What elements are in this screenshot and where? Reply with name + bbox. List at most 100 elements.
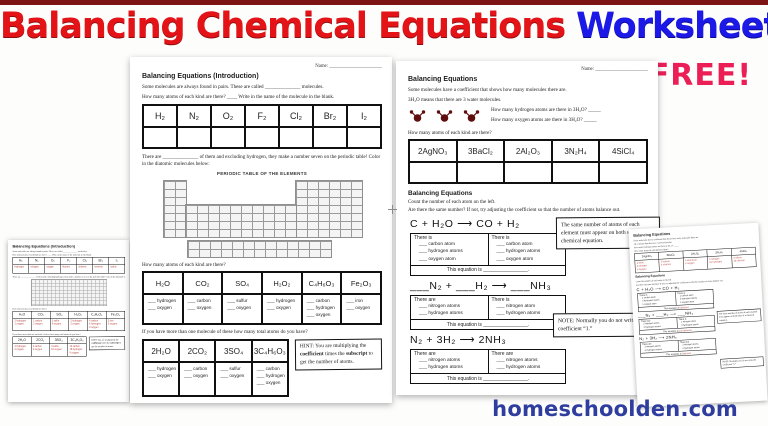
water-molecule-icon — [463, 110, 480, 122]
equation-1: C + H₂O ⟶ CO + H₂ — [410, 218, 520, 231]
atom-count-box-2: There are ___ nitrogen atoms ___ hydrogen… — [410, 294, 566, 331]
formula-cell: 2CO₂ — [187, 346, 208, 356]
mini-text-line: If you have more than one molecule of th… — [12, 333, 81, 336]
mini-formula: Fe₂O₃ — [110, 313, 120, 317]
periodic-table-left-block — [163, 179, 187, 238]
answer-cell-empty — [178, 125, 210, 147]
coefficient-question: If you have more than one molecule of th… — [142, 329, 308, 336]
mini-answer: 2 iron 3 oxygen — [106, 318, 125, 331]
answer-cell-empty — [348, 125, 380, 147]
mini-text-line: Some molecules are always found in pairs… — [12, 250, 88, 253]
count-lines: ___ nitrogen atoms ___ hydrogen atoms — [496, 358, 541, 371]
count-head: There are — [414, 296, 436, 303]
main-title: Balancing Chemical Equations Worksheets — [0, 6, 768, 46]
answer-cell-empty — [410, 161, 456, 182]
blanks-cell: ___ hydrogen ___ oxygen — [144, 361, 179, 395]
crosshair-cursor-icon — [388, 205, 397, 214]
blanks-cell: ___ sulfur ___ oxygen — [216, 361, 251, 395]
site-url[interactable]: homeschoolden.com — [492, 397, 738, 421]
mini-formula: H₂ — [18, 259, 23, 263]
name-field-line: Name: ______________________ — [581, 67, 648, 72]
equation-status-line: This equation is ________________. — [411, 319, 565, 329]
answer-cell-empty — [280, 125, 312, 147]
hint-bold-subscript: subscript — [345, 350, 368, 358]
mini-formula: H₂O₂ — [74, 313, 82, 317]
worksheet-title: Balancing Equations — [408, 76, 478, 83]
mini-text-line: How many atoms of each kind are there? — [12, 307, 47, 311]
answer-cell-empty — [457, 161, 504, 182]
water-molecule-icon — [436, 110, 453, 122]
formula-cell: H₂O₂ — [273, 278, 291, 288]
formula-cell: 3BaCl₂ — [467, 146, 493, 156]
worksheet-title: Balancing Equations (Introduction) — [142, 73, 259, 80]
mini-answer: 4 carbon 6 hydrogen 3 oxygen — [87, 318, 106, 331]
mini-answer: 1 carbon 2 oxygen — [31, 318, 50, 331]
formula-cell: O₂ — [222, 110, 234, 121]
coefficient-formulas-table: 2AgNO₃ 3BaCl₂ 2Al₂O₃ 3N₂H₄ 4SiCl₄ — [408, 139, 648, 185]
mini-answer: 1 sulfur 4 oxygen — [50, 318, 69, 331]
formula-cell: 2H₂O — [151, 346, 171, 356]
count-lines: ___ carbon atom ___ hydrogen atoms ___ o… — [419, 242, 463, 262]
count-atoms-question: How many atoms of each kind are there? — [408, 129, 492, 136]
answer-cell-empty — [505, 161, 551, 182]
count-lines: ___ nitrogen atoms ___ hydrogen atoms — [419, 303, 463, 316]
mini-formula: 3SO₄ — [54, 338, 63, 343]
blanks-cell: ___ iron ___ oxygen — [342, 293, 381, 323]
mini-answer: 2 hydrogen 1 oxygen — [13, 318, 32, 331]
mini-formula: 2H₂O — [17, 338, 26, 343]
count-head: There are — [414, 351, 436, 358]
formula-cell: Br₂ — [323, 110, 337, 121]
periodic-table-title: PERIODIC TABLE OF THE ELEMENTS — [216, 170, 308, 176]
coefficient-paragraph-1: Some molecules have a coefficient that s… — [408, 87, 567, 93]
formula-cell: 3N₂H₄ — [564, 146, 587, 156]
mini-formula: H₂O — [19, 313, 26, 317]
formula-cell: 4SiCl₄ — [611, 146, 635, 156]
formula-cell: C₄H₆O₃ — [308, 278, 335, 288]
formula-cell: Fe₂O₃ — [350, 278, 372, 288]
count-head: There is — [491, 235, 510, 242]
answer-cell-empty — [246, 125, 278, 147]
mini-coefficient-table: 2H₂O 4 hydrogen 2 oxygen 2CO₂ 2 carbon 4 o… — [12, 336, 87, 357]
mini-answer: 4 hydrogen 2 oxygen — [13, 343, 31, 357]
section-line-2: Are there the same number? If not, try a… — [408, 207, 621, 214]
coefficient-table: 2H₂O ___ hydrogen ___ oxygen 2CO₂ ___ carb… — [142, 339, 289, 398]
formula-cell: 2Al₂O₃ — [515, 146, 541, 156]
blanks-cell: ___ carbon ___ oxygen — [180, 361, 215, 395]
count-head: There is — [414, 235, 433, 242]
equation-status-line: This equation is ________________. — [411, 264, 565, 275]
mini-formula: CO₂ — [37, 313, 44, 317]
answer-cell-empty — [552, 161, 599, 182]
formula-cell: CO₂ — [195, 278, 210, 288]
intro-paragraph-2: How many atoms of each kind are there? _… — [142, 93, 335, 100]
mini-answer: 2 silver 2 nitrogen 6 oxygen — [635, 258, 660, 273]
mini-formula: Cl₂ — [82, 259, 87, 263]
blanks-cell: ___ carbon ___ oxygen — [183, 293, 222, 323]
mini-formula: 3C₄H₆O₃ — [70, 338, 84, 343]
count-lines: ___ nitrogen atom ___ hydrogen atoms — [496, 303, 541, 316]
mini-periodic-table — [30, 279, 107, 306]
worksheet-page-balancing: Name: ______________________ Balancing E… — [396, 61, 661, 395]
hint-bold-coefficient: coefficient — [299, 351, 324, 358]
mini-formula: SO₄ — [56, 313, 63, 317]
main-title-red: Balancing Chemical Equations — [0, 6, 566, 46]
answer-cell-empty — [212, 125, 244, 147]
formula-cell: H₂ — [155, 110, 165, 121]
formula-cell: I₂ — [361, 110, 367, 121]
equation-2: ___N₂ + ___H₂ ⟶ ___NH₃ — [410, 279, 552, 292]
blanks-cell: ___ sulfur ___ oxygen — [223, 293, 262, 323]
mini-text-line: There are ______________ of them and exc… — [12, 275, 126, 279]
hint-box: HINT: You are multiplying the coefficien… — [294, 338, 383, 372]
mini-answer: bromine — [93, 264, 109, 273]
main-title-blue: Worksheets — [576, 6, 768, 46]
mini-count-box-2: There are 2 nitrogen atoms 2 hydrogen ato… — [638, 315, 716, 336]
oxygen-question: How many oxygen atoms are there in 3H₂O?… — [491, 116, 597, 123]
intro-paragraph-1: Some molecules are always found in pairs… — [142, 84, 324, 90]
worksheet-page-intro: Name: ______________________ Balancing E… — [130, 57, 392, 403]
mini-text-line: How many atoms of each kind are there? _… — [12, 253, 92, 257]
mini-formula: Br₂ — [98, 259, 104, 263]
formula-cell: 2AgNO₃ — [418, 146, 448, 156]
formula-cell: 3SO₄ — [223, 346, 244, 356]
atom-count-box-3: There are ___ nitrogen atoms ___ hydrogen… — [410, 349, 566, 385]
mini-red-counts: 2 nitrogen atoms 6 hydrogen atoms — [682, 342, 700, 350]
